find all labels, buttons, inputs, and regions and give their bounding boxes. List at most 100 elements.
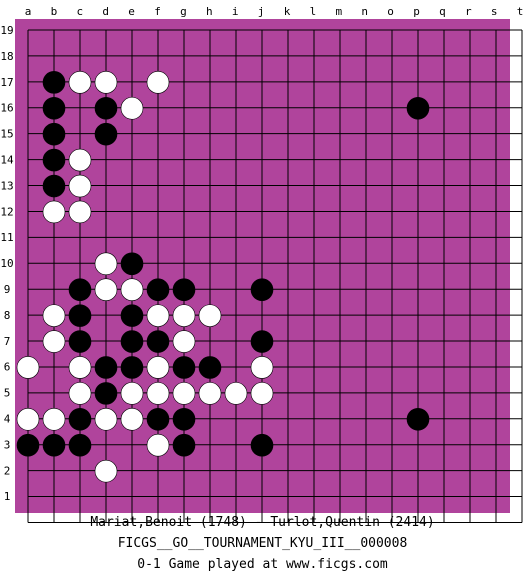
white-stone bbox=[16, 407, 40, 431]
row-label: 11 bbox=[0, 231, 13, 244]
white-stone bbox=[120, 382, 144, 405]
black-stone bbox=[68, 433, 92, 457]
column-label: q bbox=[439, 5, 446, 18]
black-stone bbox=[406, 407, 430, 431]
row-label: 17 bbox=[0, 76, 13, 89]
black-stone bbox=[16, 433, 40, 457]
row-label: 4 bbox=[4, 413, 11, 426]
column-label: i bbox=[232, 5, 239, 18]
column-label: f bbox=[154, 5, 161, 18]
players-line: Mariat,Benoit (1748) - Turlot,Quentin (2… bbox=[90, 515, 435, 530]
black-stone bbox=[172, 356, 196, 379]
white-stone bbox=[16, 356, 40, 379]
white-stone bbox=[172, 382, 196, 405]
game-id-line: FICGS__GO__TOURNAMENT_KYU_III__000008 bbox=[117, 536, 408, 551]
black-stone bbox=[120, 356, 144, 379]
column-label: e bbox=[128, 5, 135, 18]
white-stone bbox=[120, 278, 144, 302]
black-stone bbox=[250, 330, 274, 353]
white-stone bbox=[94, 407, 118, 431]
column-label: j bbox=[258, 5, 265, 18]
white-stone bbox=[120, 96, 144, 120]
black-stone bbox=[146, 407, 170, 431]
black-stone bbox=[42, 174, 66, 198]
black-stone bbox=[42, 148, 66, 172]
white-stone bbox=[198, 304, 222, 327]
white-stone bbox=[146, 304, 170, 327]
row-labels: 19 18 17 16 15 14 13 12 11 10 9 8 7 6 5 4 3 2 1 bbox=[0, 24, 14, 503]
white-stone bbox=[172, 330, 196, 353]
row-label: 5 bbox=[4, 387, 11, 400]
black-stone bbox=[172, 278, 196, 302]
black-stone bbox=[120, 304, 144, 327]
black-stone bbox=[68, 278, 92, 302]
white-stone bbox=[224, 382, 248, 405]
white-stone bbox=[94, 252, 118, 276]
black-stone bbox=[68, 330, 92, 353]
row-label: 16 bbox=[0, 102, 13, 115]
column-label: a bbox=[25, 5, 32, 18]
white-stone bbox=[250, 382, 274, 405]
column-label: l bbox=[310, 5, 317, 18]
black-stone bbox=[42, 96, 66, 120]
white-stone bbox=[250, 356, 274, 379]
black-stone bbox=[94, 356, 118, 379]
white-stone bbox=[68, 356, 92, 379]
result-line: 0-1 Game played at www.ficgs.com bbox=[137, 557, 388, 572]
white-stone bbox=[42, 407, 66, 431]
row-label: 14 bbox=[0, 154, 14, 167]
black-stone bbox=[198, 356, 222, 379]
column-label: b bbox=[51, 5, 58, 18]
black-stone bbox=[250, 433, 274, 457]
row-label: 19 bbox=[0, 24, 13, 37]
white-stone bbox=[146, 382, 170, 405]
row-label: 2 bbox=[4, 464, 11, 477]
black-stone bbox=[146, 278, 170, 302]
column-label: h bbox=[206, 5, 213, 18]
column-label: r bbox=[465, 5, 472, 18]
black-stone bbox=[94, 122, 118, 146]
row-label: 8 bbox=[4, 309, 11, 322]
row-label: 7 bbox=[4, 335, 11, 348]
black-stone bbox=[406, 96, 430, 120]
row-label: 3 bbox=[4, 438, 11, 451]
black-stone bbox=[42, 433, 66, 457]
white-stone bbox=[68, 200, 92, 224]
white-stone bbox=[42, 200, 66, 224]
black-stone bbox=[120, 330, 144, 353]
white-stone bbox=[94, 278, 118, 302]
column-label: t bbox=[517, 5, 524, 18]
white-stone bbox=[42, 330, 66, 353]
black-stone bbox=[172, 433, 196, 457]
white-stone bbox=[42, 304, 66, 327]
row-label: 6 bbox=[4, 361, 11, 374]
row-label: 13 bbox=[0, 179, 13, 192]
white-stone bbox=[146, 356, 170, 379]
black-stone bbox=[250, 278, 274, 302]
column-label: c bbox=[76, 5, 83, 18]
white-stone bbox=[146, 71, 170, 94]
black-stone bbox=[68, 407, 92, 431]
white-stone bbox=[198, 382, 222, 405]
row-label: 18 bbox=[0, 50, 13, 63]
row-label: 9 bbox=[4, 283, 11, 296]
white-stone bbox=[94, 459, 118, 483]
stones bbox=[16, 71, 430, 483]
column-label: s bbox=[491, 5, 498, 18]
column-label: p bbox=[413, 5, 420, 18]
black-stone bbox=[94, 96, 118, 120]
column-label: g bbox=[180, 5, 187, 18]
white-stone bbox=[68, 382, 92, 405]
column-label: d bbox=[102, 5, 109, 18]
black-stone bbox=[68, 304, 92, 327]
black-stone bbox=[42, 71, 66, 94]
column-label: k bbox=[284, 5, 291, 18]
white-stone bbox=[94, 71, 118, 94]
column-label: o bbox=[387, 5, 394, 18]
column-label: n bbox=[361, 5, 368, 18]
row-label: 1 bbox=[4, 490, 11, 503]
white-stone bbox=[172, 304, 196, 327]
row-label: 15 bbox=[0, 128, 13, 141]
column-label: m bbox=[335, 5, 342, 18]
